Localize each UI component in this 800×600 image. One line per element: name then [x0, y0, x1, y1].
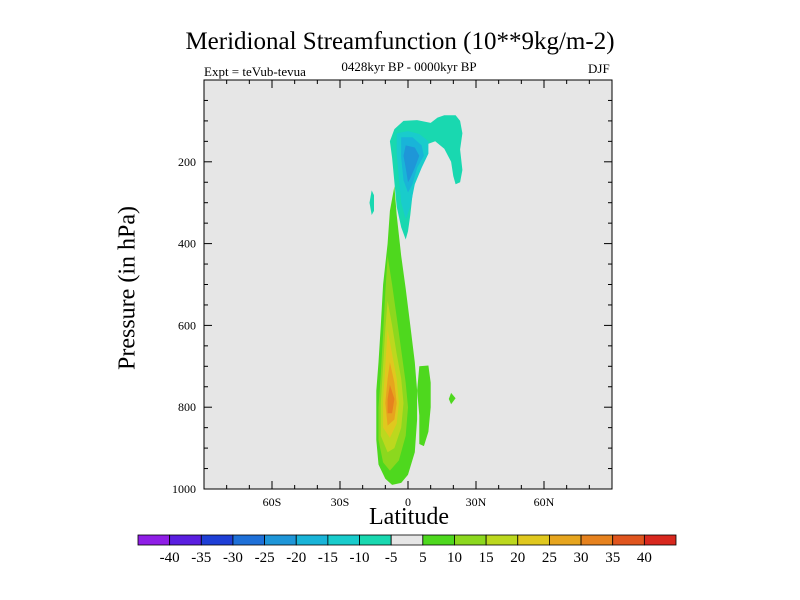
period-label: 0428kyr BP - 0000kyr BP — [341, 59, 477, 74]
x-tick-label: 30S — [331, 495, 350, 509]
colorbar-label: -40 — [160, 550, 180, 566]
colorbar-swatch — [359, 534, 392, 546]
colorbar-swatch — [422, 534, 455, 546]
y-tick-label: 800 — [178, 400, 196, 414]
colorbar-swatch — [517, 534, 550, 546]
chart-title: Meridional Streamfunction (10**9kg/m-2) — [185, 28, 615, 55]
x-tick-label: 60N — [534, 495, 555, 509]
y-tick-label: 1000 — [172, 482, 196, 496]
colorbar-label: -30 — [223, 550, 243, 566]
colorbar-swatch — [612, 534, 645, 546]
colorbar-label: -15 — [318, 550, 338, 566]
colorbar-label: -5 — [385, 550, 398, 566]
colorbar-label: 30 — [574, 550, 589, 566]
colorbar-swatch — [580, 534, 614, 546]
x-axis-label: Latitude — [369, 504, 449, 530]
colorbar-label: 10 — [447, 550, 462, 566]
colorbar-label: -10 — [350, 550, 370, 566]
colorbar-swatch — [264, 534, 297, 546]
colorbar-swatch — [390, 534, 424, 546]
y-tick-label: 200 — [178, 155, 196, 169]
colorbar-label: 20 — [510, 550, 525, 566]
colorbar-swatch — [200, 534, 234, 546]
colorbar-swatch — [485, 534, 519, 546]
colorbar-swatch — [327, 534, 360, 546]
colorbar-label: 40 — [637, 550, 652, 566]
contour-region-pos5-6 — [417, 365, 431, 447]
contour-region-pos5-7 — [448, 392, 456, 405]
colorbar-label: -35 — [191, 550, 211, 566]
colorbar-label: 15 — [479, 550, 494, 566]
x-tick-label: 60S — [263, 495, 282, 509]
contour-region-pos30-12 — [387, 384, 395, 414]
colorbar-label: -25 — [255, 550, 275, 566]
colorbar-swatch — [169, 534, 202, 546]
colorbar-label: 5 — [419, 550, 427, 566]
x-tick-label: 0 — [405, 495, 411, 509]
colorbar-label: 35 — [605, 550, 620, 566]
y-tick-label: 600 — [178, 318, 196, 332]
colorbar-swatch — [137, 534, 171, 546]
colorbar-label: 25 — [542, 550, 557, 566]
colorbar-swatch — [232, 534, 265, 546]
colorbar-swatch — [454, 534, 487, 546]
y-tick-label: 400 — [178, 237, 196, 251]
experiment-label: Expt = teVub-tevua — [204, 64, 306, 79]
colorbar-swatch — [643, 534, 677, 546]
season-label: DJF — [588, 61, 610, 76]
colorbar-swatch — [295, 534, 329, 546]
contour-region-neg20-4 — [403, 145, 420, 183]
x-tick-label: 30N — [466, 495, 487, 509]
colorbar-label: -20 — [286, 550, 306, 566]
contour-region-neg5-1 — [369, 190, 374, 215]
colorbar-swatch — [549, 534, 582, 546]
